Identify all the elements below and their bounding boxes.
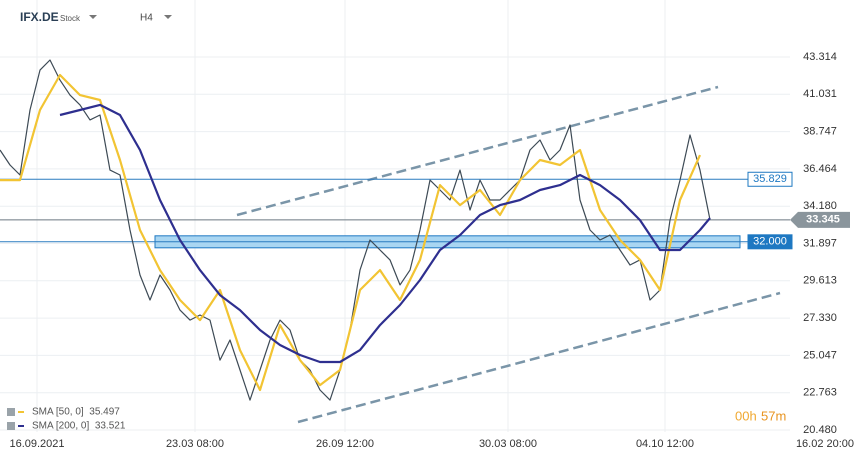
y-tick-label: 25.047 — [803, 349, 837, 361]
legend-icon — [7, 422, 15, 430]
legend-label: SMA [50, 0] 35.497 — [32, 407, 120, 418]
x-tick-label: 23.03 08:00 — [166, 438, 224, 450]
x-tick-label: 16.02 20:00 — [796, 438, 854, 450]
symbol-dropdown[interactable] — [89, 15, 97, 19]
y-tick-label: 38.747 — [803, 126, 837, 138]
x-tick-label: 16.09.2021 — [9, 438, 64, 450]
timer-hours: 00h — [735, 408, 757, 423]
instrument-type: Stock — [60, 14, 81, 23]
y-tick-label: 31.897 — [803, 237, 837, 249]
x-tick-label: 26.09 12:00 — [316, 438, 374, 450]
y-tick-label: 29.613 — [803, 275, 837, 287]
axes: 20.480 22.763 25.047 27.330 29.613 31.897 34.1… — [9, 51, 854, 450]
symbol: IFX.DE — [20, 10, 59, 24]
legend-swatch — [18, 425, 24, 427]
legend: SMA [50, 0] 35.497 SMA [200, 0] 33.521 — [7, 407, 126, 432]
y-tick-label: 20.480 — [803, 424, 837, 436]
x-tick-label: 30.03 08:00 — [479, 438, 537, 450]
channel-upper — [236, 85, 719, 217]
y-tick-label: 36.464 — [803, 163, 837, 175]
price-line — [0, 59, 711, 401]
timeframe[interactable]: H4 — [140, 13, 153, 24]
y-tick-label: 27.330 — [803, 312, 837, 324]
sma-line — [0, 73, 702, 392]
last-price-tag — [790, 211, 850, 228]
series — [0, 59, 711, 401]
levels: 35.829 32.000 33.345 — [0, 171, 850, 250]
sma-line — [59, 103, 711, 364]
y-tick-label: 34.180 — [803, 200, 837, 212]
level-label: 32.000 — [753, 236, 787, 248]
timeframe-dropdown[interactable] — [164, 15, 172, 19]
channel-lower — [297, 291, 781, 424]
level-tag — [747, 234, 793, 250]
y-tick-label: 41.031 — [803, 88, 837, 100]
y-tick-label: 22.763 — [803, 387, 837, 399]
level-label: 35.829 — [753, 173, 787, 185]
legend-swatch — [18, 411, 24, 413]
y-tick-label: 43.314 — [803, 51, 837, 63]
legend-icon — [7, 408, 15, 416]
legend-label: SMA [200, 0] 33.521 — [32, 421, 126, 432]
timer-minutes: 57m — [761, 408, 786, 423]
level-tag — [747, 171, 793, 187]
last-price-label: 33.345 — [806, 214, 840, 226]
x-tick-label: 04.10 12:00 — [636, 438, 694, 450]
